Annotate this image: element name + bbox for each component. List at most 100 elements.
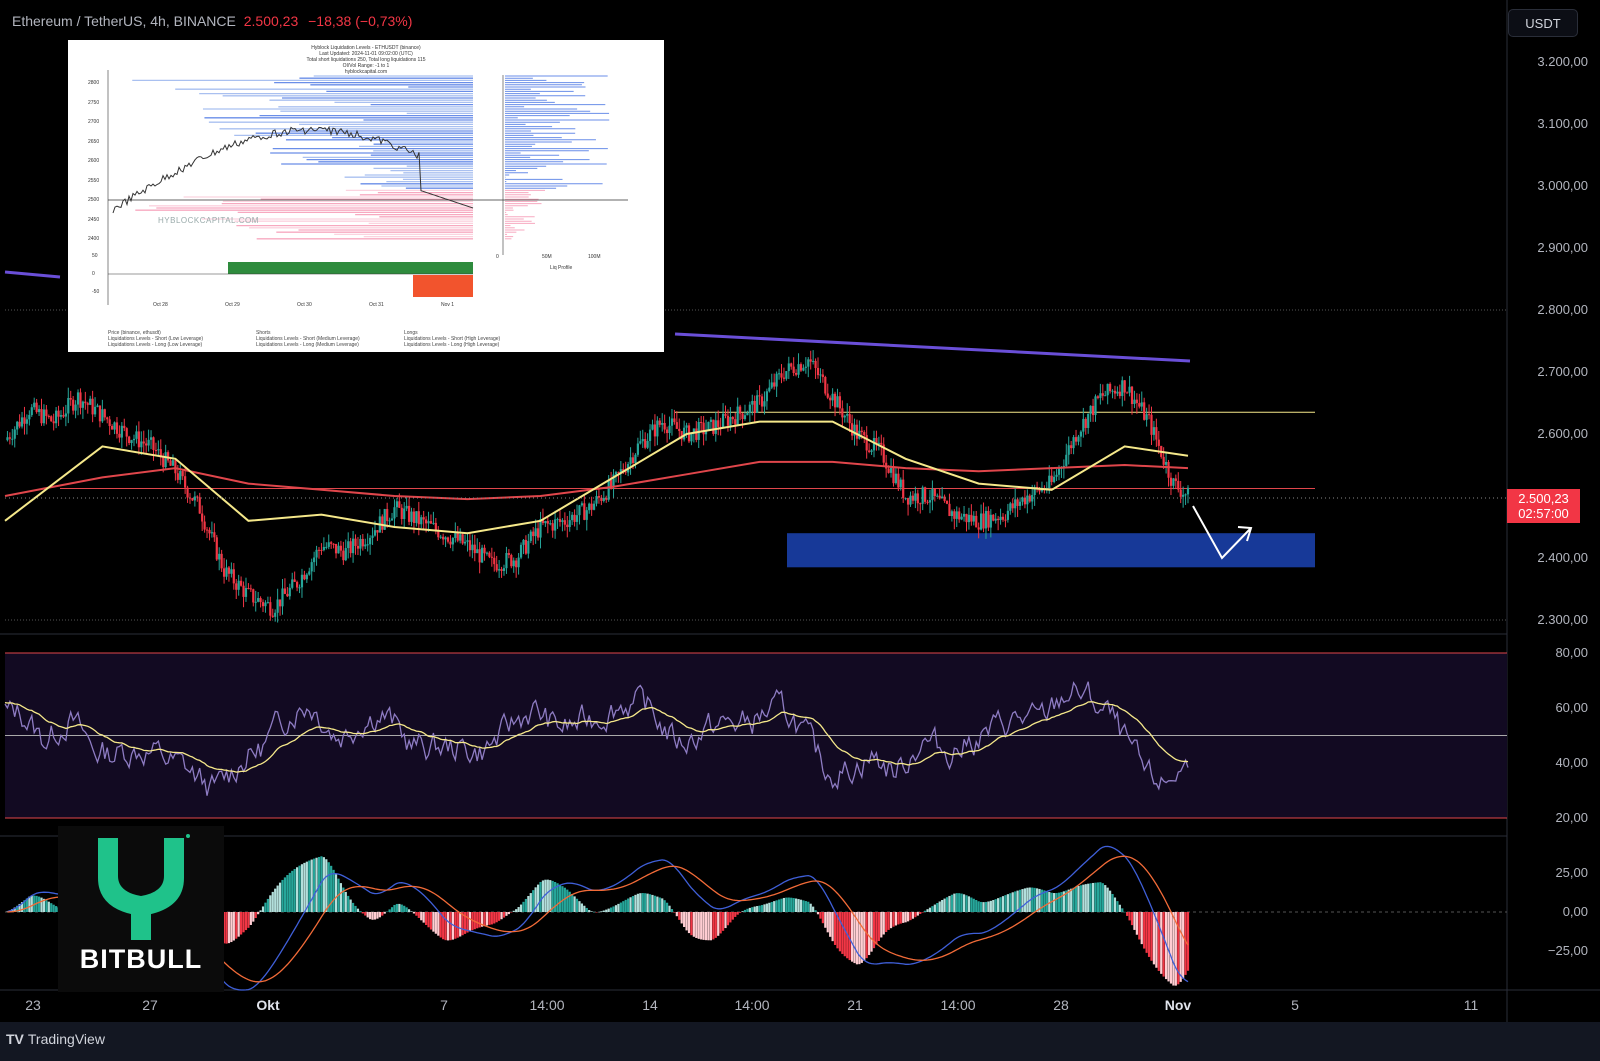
macd-histogram-bar [532,890,535,912]
candle-body [466,540,469,542]
macd-histogram-bar [967,896,971,912]
macd-histogram-bar [495,912,498,923]
macd-histogram-bar [702,912,705,940]
trendline-upper[interactable] [674,332,1191,363]
candle-countdown: 02:57:00 [1518,506,1569,521]
candle-body [680,431,683,440]
candle-body [924,487,927,502]
candle-body [721,413,725,428]
macd-histogram-bar [958,893,961,912]
macd-histogram-bar [885,912,888,933]
candle-body [695,428,698,440]
macd-histogram-bar [456,912,459,938]
candle-body [1057,468,1061,475]
candle-body [880,442,883,445]
candle-body [658,420,661,425]
candle-body [400,507,403,520]
macd-histogram-bar [512,910,515,912]
candle-body [702,422,705,435]
inset-title-line: OI/Vol Range: -1 to 1 [342,63,390,69]
macd-histogram-bar [1045,891,1048,912]
macd-histogram-bar [527,896,530,912]
candle-body [563,520,566,525]
candle-body [1167,461,1170,478]
candle-body [989,514,992,528]
projection-arrow[interactable] [1192,505,1253,560]
candle-body [1157,439,1160,446]
macd-histogram-bar [1138,912,1141,940]
candle-body [931,488,934,501]
macd-histogram-bar [225,912,228,944]
candle-body [717,420,720,427]
rsi-line [4,681,1189,796]
liquidation-inset-image: Hyblock Liquidation Levels - ETHUSDT (bi… [68,40,664,352]
candle-body [339,545,343,551]
macd-histogram-bar [719,912,722,934]
candle-body [461,534,464,544]
macd-histogram-bar [629,897,632,912]
candle-body [359,538,362,549]
macd-histogram-bar [1179,912,1182,982]
macd-histogram-bar [1162,912,1165,977]
macd-histogram-bar [717,912,720,936]
macd-histogram-bar [461,912,464,936]
candle-body [933,488,936,497]
currency-button[interactable]: USDT [1508,9,1578,37]
macd-histogram-bar [651,894,654,912]
macd-histogram-bar [760,905,764,912]
macd-histogram-bar [848,912,851,961]
candle-body [1186,487,1190,495]
macd-histogram-bar [804,901,807,912]
macd-histogram-bar [941,900,944,912]
candle-body [434,522,437,531]
macd-histogram-bar [965,895,968,912]
macd-histogram-bar [342,887,345,912]
candle-body [1104,395,1107,397]
candle-body [57,410,60,417]
candle-body [1072,437,1075,449]
candle-body [619,469,622,473]
inset-price-tick: 2700 [88,119,100,125]
candle-body [130,440,133,443]
macd-histogram-bar [1055,892,1058,912]
macd-histogram-bar [471,912,474,931]
macd-histogram-bar [261,906,265,912]
candle-body [1096,396,1100,398]
candle-body [524,539,528,554]
candle-body [237,580,240,590]
macd-histogram-bar [855,912,859,965]
macd-histogram-bar [685,912,688,931]
trendline-left[interactable] [4,270,61,279]
candle-body [437,530,440,538]
candle-body [493,557,496,565]
candle-body [602,498,605,501]
candle-body [463,541,467,544]
candle-body [1128,386,1131,393]
candle-body [208,529,211,534]
candle-body [982,513,985,529]
inset-date-tick: Nov 1 [441,302,455,308]
candle-body [468,540,472,551]
macd-histogram-bar [875,912,878,945]
candle-body [683,427,686,440]
candle-body [76,392,80,405]
macd-histogram-bar [1186,912,1190,971]
macd-histogram-bar [522,901,525,912]
macd-histogram-bar [746,908,749,912]
tradingview-logo[interactable]: TV TradingView [6,1031,105,1047]
candle-body [232,569,235,584]
candle-body [911,495,915,501]
macd-histogram-bar [11,909,14,912]
candle-body [35,402,38,413]
macd-histogram-bar [622,901,625,912]
macd-histogram-bar [721,912,725,931]
macd-histogram-bar [16,905,19,912]
macd-histogram-bar [1031,887,1034,912]
chart-grid [0,0,1600,1022]
macd-histogram-bar [799,899,803,912]
macd-histogram-bar [933,904,936,912]
candle-body [936,495,939,497]
support-zone[interactable] [787,533,1315,568]
candle-body [449,541,452,545]
